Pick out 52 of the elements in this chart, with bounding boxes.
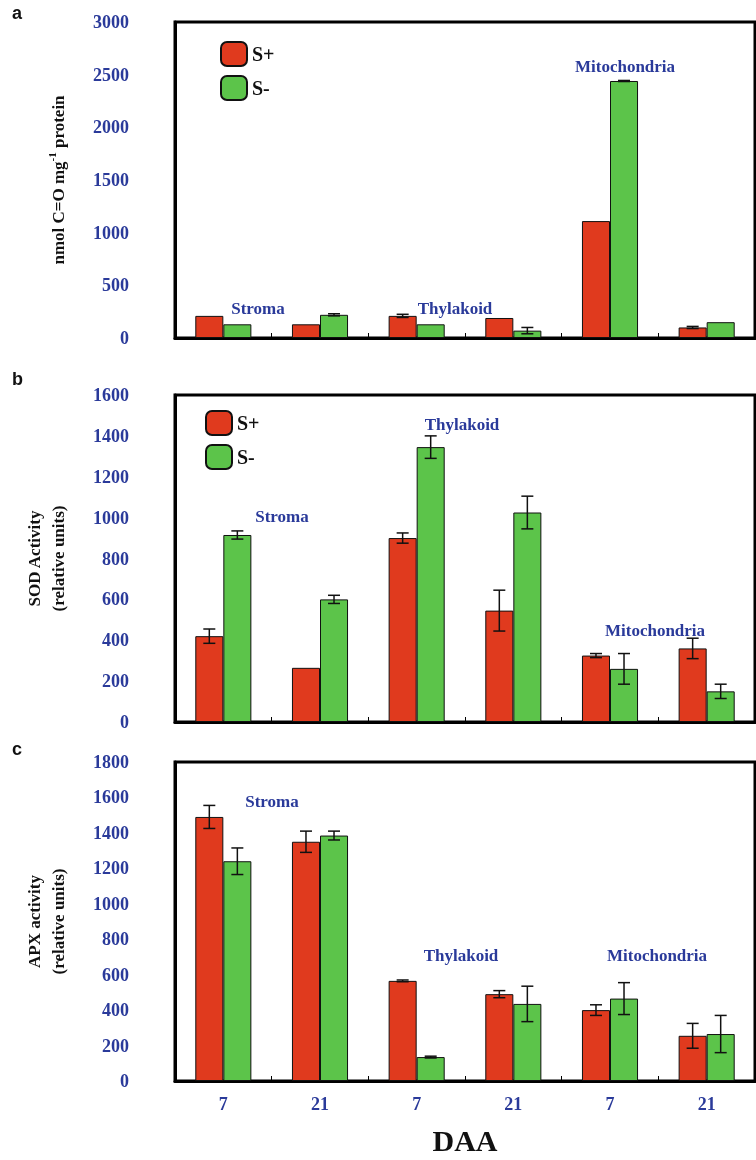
annotation: Stroma xyxy=(231,299,286,318)
text: b xyxy=(12,369,23,389)
y-axis-title: SOD Activity (relative units) xyxy=(24,505,68,612)
y-tick-label: 0 xyxy=(120,1071,129,1091)
y-tick-label: 600 xyxy=(102,964,129,985)
x-tick-label: 21 xyxy=(504,1094,523,1114)
y-tick-label: 400 xyxy=(102,1000,129,1021)
y-tick-label: 2000 xyxy=(93,117,129,138)
x-axis-title: DAA xyxy=(432,1123,498,1157)
y-tick-label: 1000 xyxy=(93,893,129,914)
y-tick-label: 1500 xyxy=(93,170,129,190)
annotation: Mitochondria xyxy=(574,57,676,76)
x-tick-label: 7 xyxy=(218,1094,228,1114)
y-axis-title: APX activity (relative units) xyxy=(24,868,68,975)
annotation: Mitochondria xyxy=(604,621,706,640)
legend-label: S+ xyxy=(252,43,275,65)
y-tick-label: 1600 xyxy=(93,787,129,808)
legend-label: S- xyxy=(237,446,255,468)
y-tick-label: 800 xyxy=(102,548,129,569)
annotation: Stroma xyxy=(245,792,300,811)
x-tick-label: 7 xyxy=(412,1094,422,1114)
legend-label: S+ xyxy=(237,412,260,434)
y-tick-label: 1800 xyxy=(93,752,129,772)
annotation: Thylakoid xyxy=(424,415,500,434)
x-tick-label: 21 xyxy=(697,1094,716,1114)
y-tick-label: 1000 xyxy=(93,222,129,243)
annotation: Mitochondria xyxy=(606,946,708,965)
y-tick-label: 500 xyxy=(102,275,129,296)
y-tick-label: 2500 xyxy=(93,64,129,85)
y-tick-label: 200 xyxy=(102,1035,129,1056)
annotation: Thylakoid xyxy=(417,299,493,318)
y-tick-label: 3000 xyxy=(93,12,129,32)
x-tick-label: 7 xyxy=(605,1094,615,1114)
y-tick-label: 1200 xyxy=(93,466,129,487)
y-tick-label: 1600 xyxy=(93,385,129,405)
y-tick-label: 0 xyxy=(120,328,129,348)
y-tick-label: 200 xyxy=(102,671,129,692)
annotation: Stroma xyxy=(255,507,310,526)
annotation: Thylakoid xyxy=(423,946,499,965)
y-tick-label: 1400 xyxy=(93,425,129,446)
text: c xyxy=(12,739,23,759)
y-tick-label: 0 xyxy=(120,712,129,732)
y-tick-label: 1400 xyxy=(93,822,129,843)
text: a xyxy=(12,3,23,23)
y-tick-label: 800 xyxy=(102,929,129,950)
y-tick-label: 1200 xyxy=(93,858,129,879)
x-tick-label: 21 xyxy=(311,1094,329,1114)
y-tick-label: 1000 xyxy=(93,507,129,528)
y-tick-label: 600 xyxy=(102,589,129,610)
y-tick-label: 400 xyxy=(102,630,129,651)
y-axis-title: nmol C=O mg-1 protein xyxy=(45,94,68,265)
legend-label: S- xyxy=(252,77,270,99)
